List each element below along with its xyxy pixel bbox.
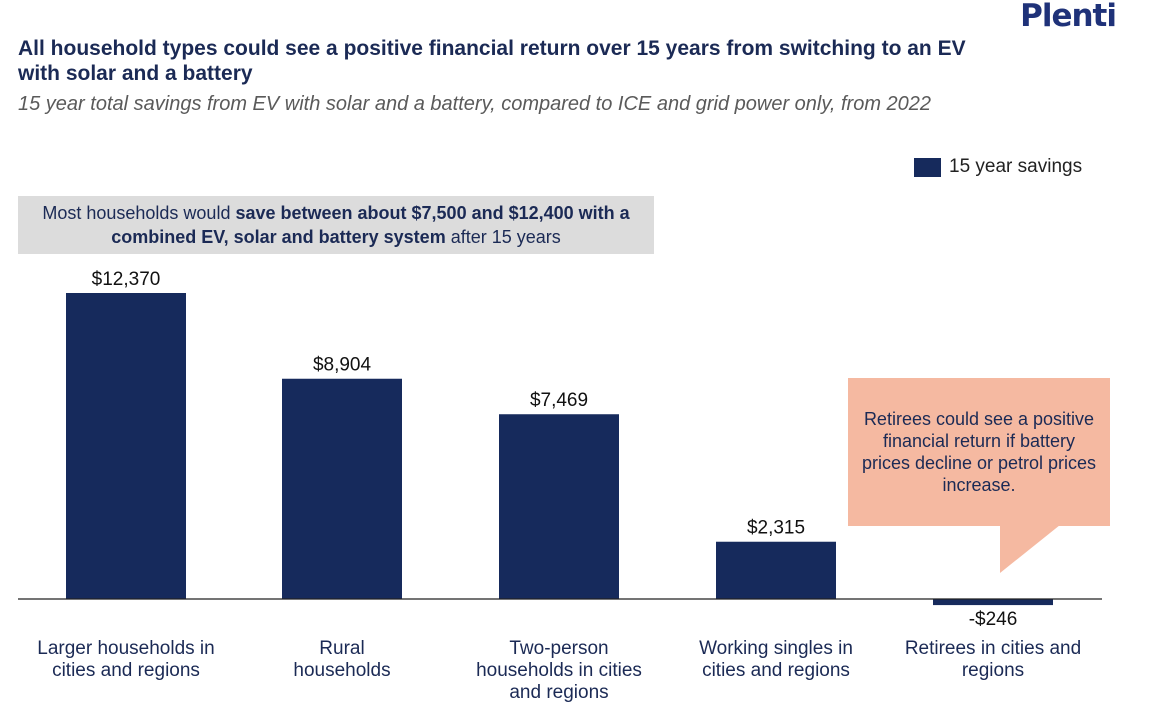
category-label-4: Retirees in cities and regions — [904, 638, 1082, 681]
chart-subtitle: 15 year total savings from EV with solar… — [18, 93, 932, 115]
callout-tail — [1000, 525, 1060, 573]
bar-2 — [499, 414, 619, 599]
category-label-0: Larger households in cities and regions — [37, 638, 215, 681]
category-label-1: Rural households — [293, 638, 391, 681]
legend-label: 15 year savings — [949, 156, 1083, 177]
bar-4 — [933, 599, 1053, 606]
bar-1 — [282, 378, 402, 599]
highlight-box: Most households would save between about… — [18, 196, 654, 254]
bar-3 — [716, 541, 836, 599]
category-label-2: Two-person households in cities and regi… — [476, 638, 642, 703]
highlight-text-bold: save between about $7,500 and $12,400 wi… — [111, 203, 630, 247]
data-label-0: $12,370 — [92, 269, 161, 290]
bar-0 — [66, 293, 186, 599]
highlight-text-2: after 15 years — [445, 227, 561, 247]
chart-title: All household types could see a positive… — [18, 37, 966, 85]
callout-box: Retirees could see a positive financial … — [848, 378, 1110, 526]
brand-logo: Plenti — [1020, 0, 1117, 34]
legend-swatch — [914, 157, 941, 177]
data-label-4: -$246 — [969, 609, 1018, 630]
highlight-text-1: Most households would — [42, 203, 236, 223]
legend: 15 year savings — [914, 156, 1082, 178]
data-label-1: $8,904 — [313, 355, 372, 376]
data-label-3: $2,315 — [747, 518, 805, 539]
data-label-2: $7,469 — [530, 390, 588, 411]
category-label-3: Working singles in cities and regions — [699, 638, 853, 681]
